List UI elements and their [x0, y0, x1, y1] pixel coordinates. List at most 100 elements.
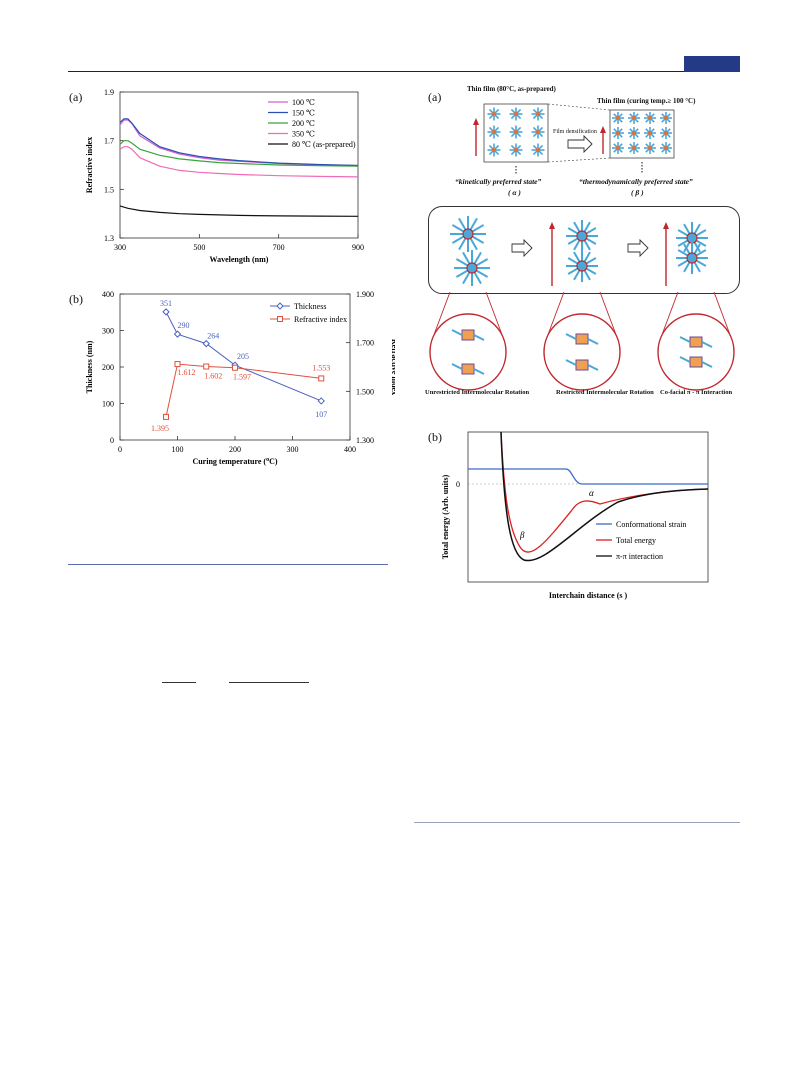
data-point [174, 361, 181, 368]
header-rule [68, 71, 740, 72]
zoom-guide [599, 291, 619, 341]
zoom-guide [545, 291, 565, 341]
panel-label-right-a: (a) [428, 90, 442, 104]
molecule-cluster [628, 112, 640, 124]
panel-label-left-b: (b) [69, 292, 83, 306]
molecule-arm [471, 251, 482, 269]
legend-label: π-π interaction [616, 552, 663, 561]
packing-scheme-box [428, 206, 740, 294]
molecule-branch [565, 359, 577, 366]
molecule-cluster [450, 216, 486, 252]
molecule-arm [581, 235, 597, 245]
x-axis-label: Interchain distance (s ) [549, 591, 628, 600]
molecule-branch [679, 336, 691, 343]
y-right-axis-label: Refractive index [390, 339, 395, 395]
molecule-core [647, 130, 653, 136]
molecule-branch [451, 363, 463, 370]
molecule-arm [471, 258, 489, 269]
molecule-cluster [487, 107, 501, 121]
data-label: 290 [178, 321, 190, 330]
legend-label: 200 ℃ [292, 119, 315, 128]
molecule-arm [567, 265, 583, 275]
data-point [163, 413, 169, 420]
molecule-branch [565, 333, 577, 340]
plot-frame [467, 431, 709, 583]
molecule-ring [576, 260, 588, 272]
equation-fraction-bar-2 [229, 682, 309, 683]
molecule-branch [679, 356, 691, 363]
molecule-cluster [509, 143, 523, 157]
legend-marker [277, 316, 283, 322]
legend-label: 150 ℃ [292, 109, 315, 118]
packing-arrow-2 [627, 238, 649, 258]
molecule-branch [451, 329, 463, 336]
panel-label-left-a: (a) [69, 90, 83, 104]
y-tick-label: 1.5 [104, 185, 114, 194]
thickness-arrowhead-right [600, 126, 606, 133]
data-point [317, 397, 325, 405]
series-line [119, 146, 359, 178]
y-tick-label: 1.7 [104, 137, 114, 146]
molecule-cluster [531, 125, 545, 139]
molecule-arm [467, 233, 478, 251]
caption-cofacial: Co-facial π - π Interaction [660, 389, 733, 396]
molecule-cluster [509, 107, 523, 121]
y-right-tick-label: 1.900 [356, 290, 374, 299]
legend-label: 350 ℃ [292, 130, 315, 139]
molecule-arm [573, 251, 583, 267]
section-rule-left [68, 564, 388, 565]
molecule-arm [581, 265, 597, 275]
journal-tag [684, 56, 740, 72]
molecule-arm [683, 243, 693, 259]
conformational-strain-curve [468, 468, 708, 485]
state-left-label: “kinetically preferred state” [455, 177, 542, 186]
molecule-core-fragment [461, 363, 475, 375]
molecule-cluster [676, 222, 708, 254]
data-point [162, 308, 170, 316]
molecule-arm [581, 257, 597, 267]
molecule-arm [677, 249, 693, 259]
molecule-ring [462, 228, 474, 240]
molecule-arm [691, 243, 701, 259]
x-axis-label: Wavelength (nm) [210, 255, 269, 264]
caption-restricted: Restricted Intermolecular Rotation [556, 389, 654, 396]
data-label: 1.612 [178, 368, 196, 377]
data-label: 351 [160, 299, 172, 308]
data-label: 107 [315, 410, 327, 419]
molecule-arm [683, 237, 693, 253]
distance-arrowhead-2 [663, 222, 669, 229]
molecule-cluster [531, 143, 545, 157]
molecule-arm [573, 221, 583, 237]
molecule-core [615, 115, 621, 121]
molecule-arm [581, 227, 597, 237]
total-energy-curve [500, 431, 709, 553]
x-tick-label: 500 [193, 243, 205, 252]
molecule-branch [587, 338, 599, 345]
molecule-core [491, 147, 497, 153]
molecule-arm [458, 233, 469, 251]
y-left-tick-label: 400 [102, 290, 114, 299]
molecule-arm [691, 249, 707, 259]
zoom-guide [713, 291, 733, 341]
x-tick-label: 900 [352, 243, 364, 252]
data-label: 1.597 [233, 373, 251, 382]
molecule-core [535, 129, 541, 135]
y-left-tick-label: 0 [110, 436, 114, 445]
pi-pi-interaction-curve [500, 431, 709, 562]
densification-arrow [567, 134, 593, 154]
molecule-core [513, 111, 519, 117]
molecule-cluster [660, 127, 672, 139]
distance-arrowhead-1 [549, 222, 555, 229]
equation-fraction-bar-1 [162, 682, 196, 683]
x-axis-label: Curing temperature (oC) [192, 457, 277, 466]
molecule-arm [573, 265, 583, 281]
panel-label-right-b: (b) [428, 430, 442, 444]
molecule-cluster [612, 142, 624, 154]
legend-label: Thickness [294, 302, 326, 311]
y-axis-label: Total energy (Arb. units) [441, 474, 450, 559]
molecule-core-fragment [689, 356, 703, 368]
y-axis-label: Refractive index [85, 137, 94, 193]
molecule-cluster [676, 242, 708, 274]
molecule-arm [462, 251, 473, 269]
